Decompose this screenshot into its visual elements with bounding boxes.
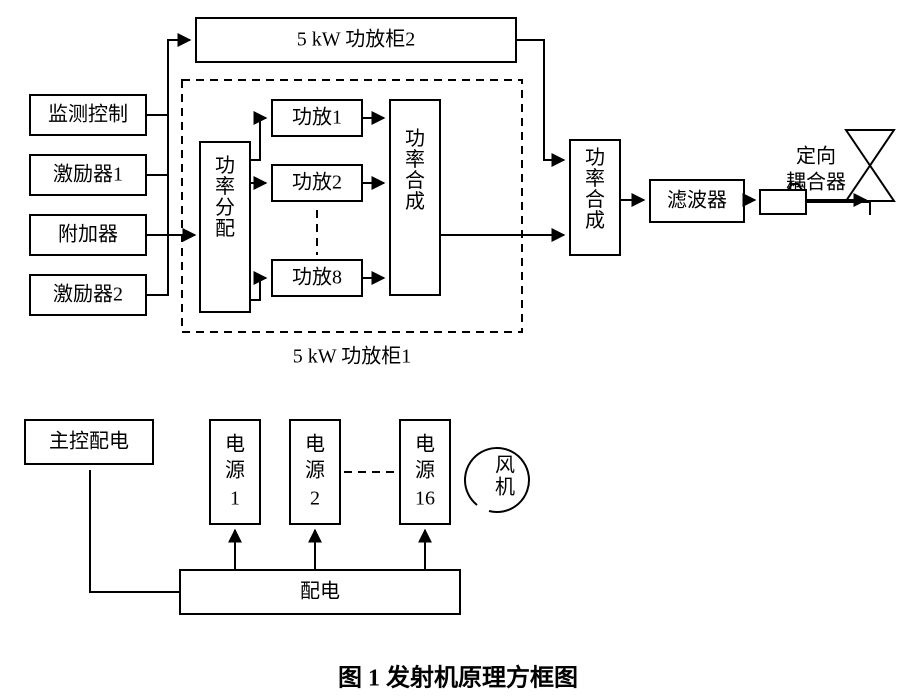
connector <box>516 40 564 160</box>
coupler-label-1: 定向 <box>796 145 836 168</box>
left-label-3: 激励器2 <box>53 283 123 306</box>
amp-unit-label-0: 功放1 <box>292 106 342 129</box>
left-label-1: 激励器1 <box>53 163 123 186</box>
connector <box>146 40 168 295</box>
power-combine-outer-label: 功率合成 <box>585 146 605 232</box>
left-label-2: 附加器 <box>58 223 118 246</box>
connector <box>806 201 870 202</box>
fan-l2: 机 <box>495 476 515 499</box>
connector <box>250 118 266 160</box>
amp-unit-label-1: 功放2 <box>292 171 342 194</box>
psu-l3-1: 2 <box>310 488 320 510</box>
psu-l1-0: 电 <box>225 433 245 456</box>
connector <box>90 470 180 592</box>
psu-l2-1: 源 <box>305 459 325 482</box>
antenna-bot <box>846 166 894 202</box>
amp-unit-label-2: 功放8 <box>292 266 342 289</box>
master-power-label: 主控配电 <box>49 430 129 453</box>
coupler <box>760 190 806 214</box>
filter-label: 滤波器 <box>667 189 727 212</box>
power-combine-inner-label: 功率合成 <box>405 127 425 213</box>
psu-l3-2: 16 <box>415 488 435 510</box>
amp-cabinet-2-label: 5 kW 功放柜2 <box>297 28 416 51</box>
connector <box>250 278 266 300</box>
psu-l1-1: 电 <box>305 433 325 456</box>
psu-l3-0: 1 <box>230 488 240 510</box>
fan-l1: 风 <box>495 455 515 477</box>
distribution-label: 配电 <box>300 580 340 603</box>
left-label-0: 监测控制 <box>48 103 128 126</box>
psu-l2-2: 源 <box>415 459 435 482</box>
connector <box>146 40 168 175</box>
power-split-label: 功率分配 <box>215 154 235 240</box>
cabinet1-label: 5 kW 功放柜1 <box>293 345 412 368</box>
psu-l1-2: 电 <box>415 433 435 456</box>
coupler-label-2: 耦合器 <box>786 171 846 194</box>
caption: 图 1 发射机原理方框图 <box>338 664 578 692</box>
antenna-top <box>846 130 894 166</box>
psu-l2-0: 源 <box>225 459 245 482</box>
